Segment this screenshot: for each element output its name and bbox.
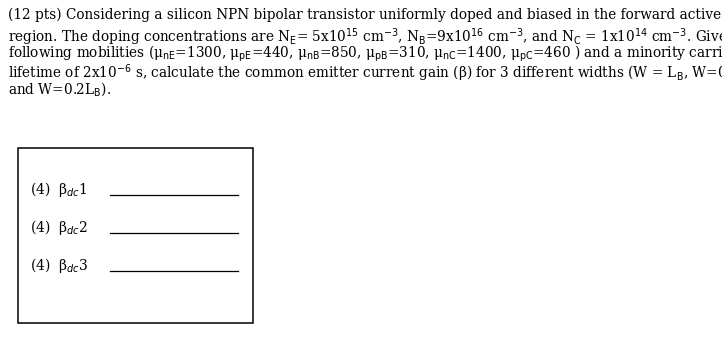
Text: following mobilities (μ$_{\mathrm{nE}}$=1300, μ$_{\mathrm{pE}}$=440, μ$_{\mathrm: following mobilities (μ$_{\mathrm{nE}}$=… <box>8 44 722 64</box>
Text: (4)  β$_{dc}$2: (4) β$_{dc}$2 <box>30 218 88 237</box>
Text: lifetime of 2x10$^{-6}$ s, calculate the common emitter current gain (β) for 3 d: lifetime of 2x10$^{-6}$ s, calculate the… <box>8 62 722 83</box>
Text: (12 pts) Considering a silicon NPN bipolar transistor uniformly doped and biased: (12 pts) Considering a silicon NPN bipol… <box>8 8 721 22</box>
Text: region. The doping concentrations are N$_{\mathrm{E}}$= 5x10$^{15}$ cm$^{-3}$, N: region. The doping concentrations are N$… <box>8 26 722 48</box>
Bar <box>18 148 253 323</box>
Text: (4)  β$_{dc}$1: (4) β$_{dc}$1 <box>30 180 87 199</box>
Text: and W=0.2L$_{\mathrm{B}}$).: and W=0.2L$_{\mathrm{B}}$). <box>8 80 111 98</box>
Text: (4)  β$_{dc}$3: (4) β$_{dc}$3 <box>30 256 88 275</box>
